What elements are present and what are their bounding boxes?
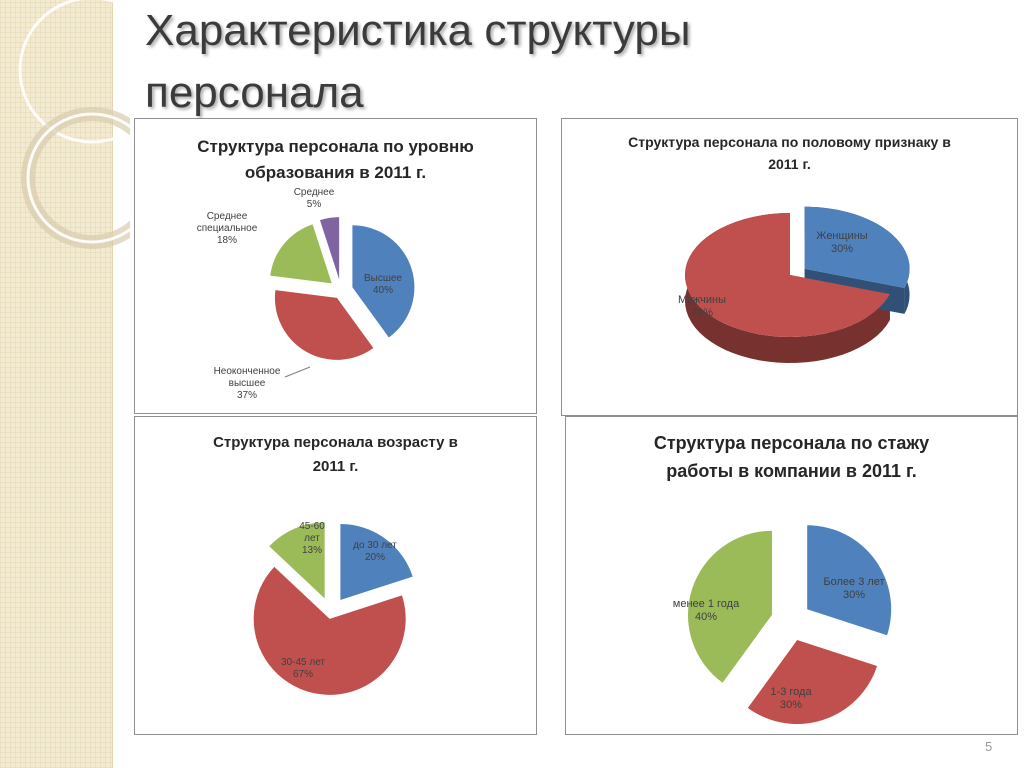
chart-title-line: Структура персонала по стажу	[653, 433, 930, 453]
chart-title-line: Структура персонала возрасту в	[213, 434, 458, 451]
chart-title: Структура персонала возрасту в 2011 г.	[135, 431, 536, 479]
chart-title: Структура персонала по уровню образовани…	[135, 134, 536, 186]
data-label: 30-45 лет 67%	[281, 657, 325, 680]
slide-title-line-1: Характеристика структуры	[145, 6, 691, 55]
chart-title-line: Структура персонала по уровню	[197, 137, 474, 156]
pie-slice	[687, 530, 772, 683]
page-number: 5	[985, 739, 993, 754]
leader-line	[284, 366, 311, 378]
data-label: 45-60 лет 13%	[299, 521, 325, 556]
pie-slice	[340, 524, 413, 601]
chart-title: Структура персонала по стажу работы в ко…	[566, 429, 1017, 485]
data-label: менее 1 года 40%	[673, 598, 740, 623]
data-label: Среднее специальное 18%	[197, 211, 258, 246]
pie-slice	[807, 525, 892, 636]
data-label: Более 3 лет 30%	[823, 576, 884, 601]
data-label: Высшее 40%	[364, 273, 402, 296]
pie-slice	[747, 640, 878, 725]
chart-gender-plot: Женщины 30% Мужчины 70%	[678, 206, 910, 363]
chart-title-line: 2011 г.	[312, 458, 359, 475]
chart-education-plot: Высшее 40% Неоконченное высшее 37% Среднее спе…	[197, 187, 415, 401]
pie-slice	[269, 522, 325, 599]
chart-title: Структура персонала по половому признаку…	[562, 131, 1017, 175]
pie-slice	[804, 206, 910, 288]
decorative-rings	[18, 0, 130, 249]
chart-title-line: образования в 2011 г.	[244, 163, 427, 182]
pie-slice	[685, 213, 890, 337]
pie-slice	[253, 566, 406, 695]
pie-slice	[274, 290, 374, 360]
data-label: 1-3 года 30%	[770, 686, 812, 711]
chart-title-line: Структура персонала по половому признаку…	[628, 134, 951, 150]
pie-slice	[352, 225, 415, 338]
chart-tenure-plot: Более 3 лет 30% 1-3 года 30% менее 1 года 40%	[673, 525, 892, 725]
pie-slice	[270, 224, 332, 284]
chart-age-plot: до 30 лет 20% 30-45 лет 67% 45-60 лет 13%	[253, 521, 413, 695]
data-label: до 30 лет 20%	[353, 540, 397, 563]
chart-education: Структура персонала по уровню образовани…	[134, 118, 537, 414]
chart-gender: Структура персонала по половому признаку…	[561, 118, 1018, 416]
data-label: Женщины 30%	[816, 230, 867, 255]
slide-title-line-2: персонала	[145, 68, 364, 117]
slide-title: Характеристика структуры персонала	[145, 0, 965, 124]
chart-title-line: 2011 г.	[768, 156, 811, 172]
data-label: Неоконченное высшее 37%	[214, 366, 281, 401]
data-label: Мужчины 70%	[678, 294, 726, 319]
pie-slice	[319, 217, 340, 280]
chart-tenure: Структура персонала по стажу работы в ко…	[565, 416, 1018, 735]
chart-title-line: работы в компании в 2011 г.	[666, 461, 917, 481]
data-label: Среднее 5%	[294, 187, 335, 210]
chart-age: Структура персонала возрасту в 2011 г. д…	[134, 416, 537, 735]
